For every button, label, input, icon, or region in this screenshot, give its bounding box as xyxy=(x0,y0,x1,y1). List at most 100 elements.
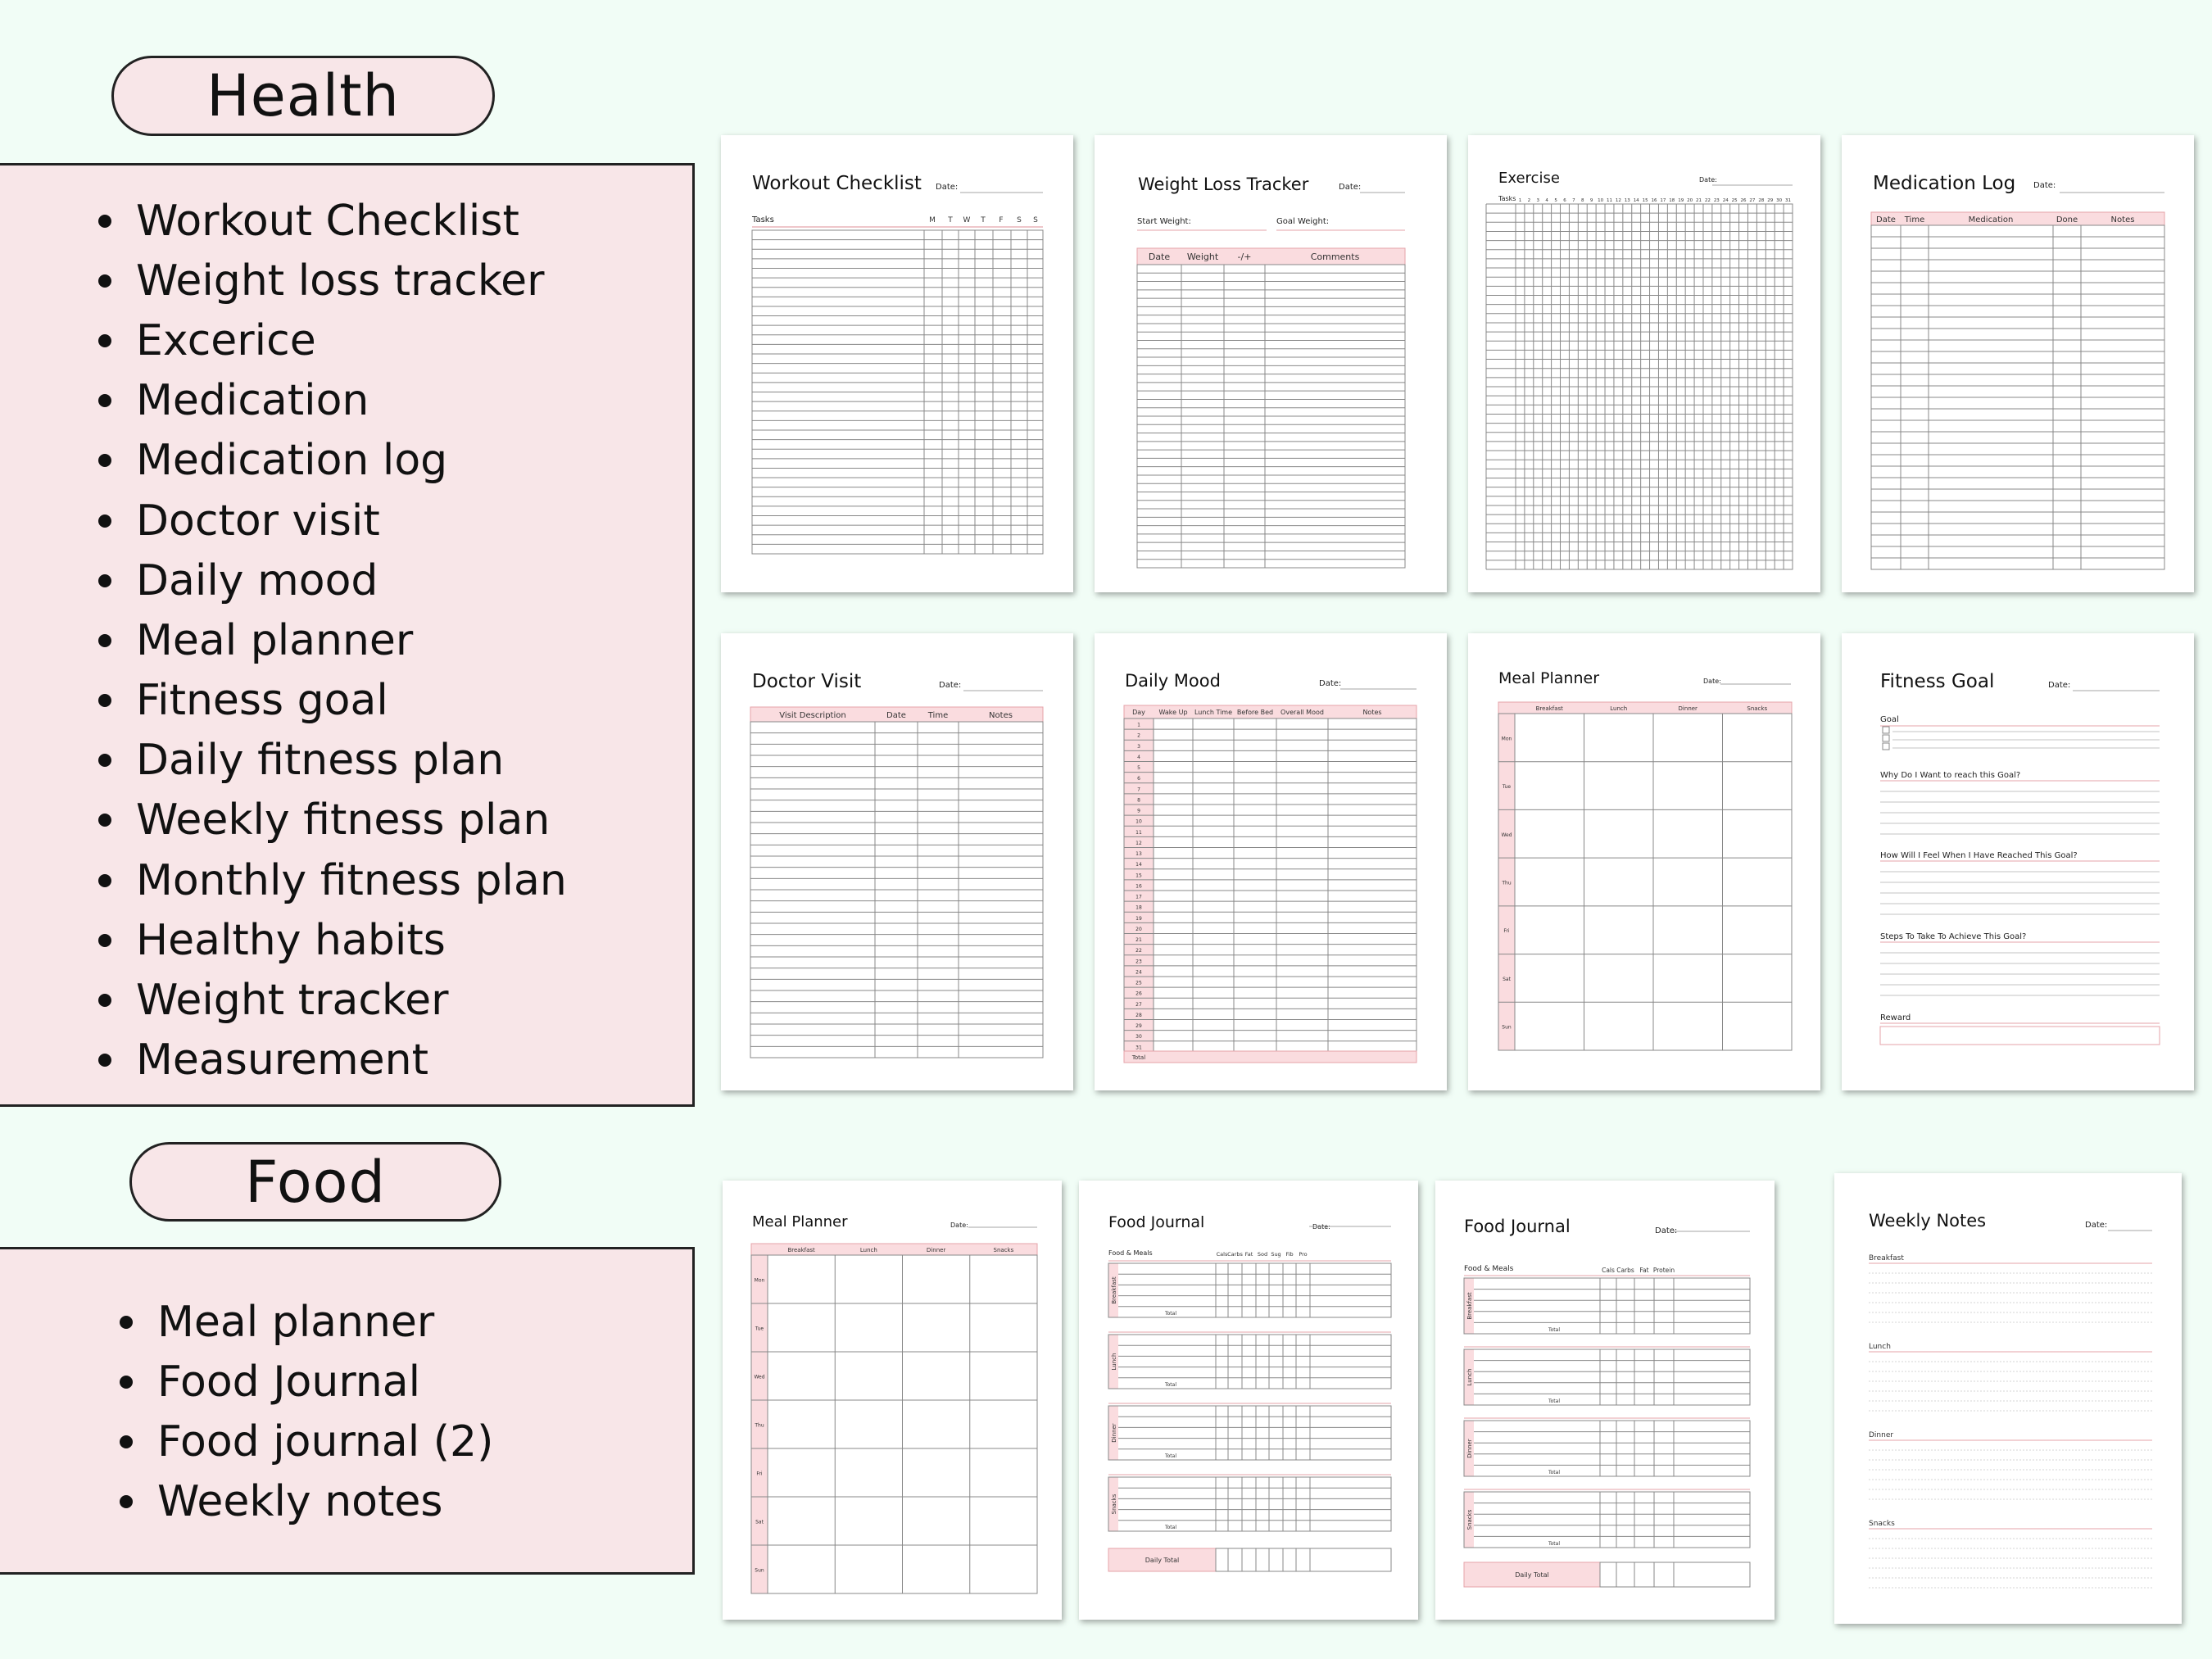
cell xyxy=(1599,1562,1751,1588)
cell xyxy=(1463,1420,1751,1477)
list-item-label: Excerice xyxy=(136,315,316,365)
workout-checklist-page: Workout Checklist Date: Tasks M T W T F S S xyxy=(721,135,1073,592)
day-number: 29 xyxy=(1135,1023,1142,1029)
list-item-label: Meal planner xyxy=(136,615,414,665)
section-label: Dinner xyxy=(1869,1431,1893,1439)
page-title: Food Journal xyxy=(1464,1217,1571,1236)
column-header: Weight xyxy=(1187,252,1219,262)
list-item-label: Food Journal xyxy=(157,1357,421,1407)
tick-label: 12 xyxy=(1616,198,1621,203)
column-header: Carbs xyxy=(1227,1251,1243,1258)
total-label: Total xyxy=(1548,1470,1560,1475)
total-label: Total xyxy=(1131,1054,1145,1061)
tick-label: 31 xyxy=(1785,198,1791,203)
column-header: Time xyxy=(1904,215,1924,224)
day-label: Wed xyxy=(754,1375,764,1380)
bullet-icon xyxy=(98,933,111,947)
tasks-label: Tasks xyxy=(752,215,774,224)
goal-label: Goal xyxy=(1880,715,1899,724)
day-number: 12 xyxy=(1135,841,1142,846)
cell xyxy=(1498,714,1515,1050)
cell xyxy=(1882,734,1890,742)
food-heading-text: Food xyxy=(245,1148,386,1216)
page-title: Fitness Goal xyxy=(1880,671,1995,692)
tick-label: 6 xyxy=(1563,198,1566,203)
tick-label: 21 xyxy=(1696,198,1702,203)
day-number: 3 xyxy=(1137,744,1140,750)
day-number: 1 xyxy=(1137,723,1140,728)
list-item: Weight loss tracker xyxy=(98,251,692,310)
column-header: Date xyxy=(1149,252,1171,262)
section-label: Lunch xyxy=(1111,1353,1117,1371)
cell xyxy=(1464,1421,1474,1476)
column-header: Lunch xyxy=(1610,705,1627,712)
cell xyxy=(1108,1335,1118,1389)
tick-label: 9 xyxy=(1590,198,1593,203)
weight-loss-tracker-page: Weight Loss Tracker Date: Start Weight: … xyxy=(1095,135,1447,592)
cell xyxy=(1882,726,1890,734)
tick-label: 15 xyxy=(1643,198,1648,203)
exercise-page: Exercise Date: Tasks 1 2 3 4 5 6 7 8 9 10 11 12 13 14… xyxy=(1468,135,1820,592)
cell xyxy=(1463,1277,1751,1335)
date-label: Date: xyxy=(939,681,962,690)
total-label: Total xyxy=(1164,1311,1176,1317)
tick-label: 2 xyxy=(1528,198,1531,203)
day-label: Sat xyxy=(1503,977,1511,982)
food-list: Meal planner Food Journal Food journal (2)… xyxy=(120,1292,692,1531)
day-number: 16 xyxy=(1135,883,1142,889)
list-item-label: Daily fitness plan xyxy=(136,736,505,786)
list-item: Workout Checklist xyxy=(98,191,692,251)
column-header: Lunch xyxy=(860,1247,877,1253)
column-header: Dinner xyxy=(927,1247,946,1253)
tick-label: 8 xyxy=(1581,198,1584,203)
list-item-label: Healthy habits xyxy=(136,915,446,965)
tick-label: 22 xyxy=(1705,198,1711,203)
list-item: Medication xyxy=(98,371,692,431)
tick-label: 5 xyxy=(1554,198,1557,203)
cell xyxy=(1882,742,1890,750)
section-label: Dinner xyxy=(1466,1439,1473,1458)
list-item: Meal planner xyxy=(120,1292,692,1352)
column-header: Overall Mood xyxy=(1281,709,1324,716)
list-item-label: Workout Checklist xyxy=(136,196,519,246)
list-item: Measurement xyxy=(98,1031,692,1090)
section-label: Snacks xyxy=(1869,1520,1895,1528)
list-item: Excerice xyxy=(98,310,692,370)
tick-label: 13 xyxy=(1625,198,1630,203)
day-label: F xyxy=(999,216,1003,224)
date-label: Date: xyxy=(2048,681,2071,690)
bullet-icon xyxy=(98,274,111,288)
bullet-icon xyxy=(98,333,111,347)
start-weight-label: Start Weight: xyxy=(1137,217,1191,226)
food-heading: Food xyxy=(129,1142,501,1222)
column-header: Done xyxy=(2056,215,2078,224)
column-header: -/+ xyxy=(1238,252,1252,262)
list-item: Weekly notes xyxy=(120,1471,692,1531)
column-header: Carbs xyxy=(1616,1267,1634,1274)
day-label: S xyxy=(1017,216,1022,224)
day-number: 2 xyxy=(1137,733,1140,739)
cell xyxy=(1464,1278,1474,1334)
day-label: S xyxy=(1033,216,1038,224)
list-item-label: Medication xyxy=(136,376,369,426)
column-header: Cals xyxy=(1602,1267,1615,1274)
list-item-label: Weekly notes xyxy=(157,1476,443,1526)
how-feel-label: How Will I Feel When I Have Reached This… xyxy=(1880,851,2078,860)
food-journal-page-2: Food Journal Date: Food & Meals Cals Carb… xyxy=(1435,1181,1775,1620)
column-header: Medication xyxy=(1969,215,2014,224)
section-label: Breakfast xyxy=(1466,1292,1473,1320)
day-number: 11 xyxy=(1135,830,1142,836)
column-header: Fat xyxy=(1639,1267,1648,1274)
tick-label: 7 xyxy=(1572,198,1575,203)
total-label: Total xyxy=(1164,1453,1176,1459)
day-label: Fri xyxy=(756,1471,762,1477)
list-item-label: Medication log xyxy=(136,436,448,486)
health-heading-text: Health xyxy=(206,62,400,129)
day-number: 18 xyxy=(1135,905,1142,911)
day-label: Mon xyxy=(1502,736,1512,741)
list-item: Fitness goal xyxy=(98,671,692,731)
tick-label: 28 xyxy=(1758,198,1764,203)
list-item: Weekly fitness plan xyxy=(98,791,692,850)
cell xyxy=(1215,1548,1392,1572)
column-header: Notes xyxy=(1362,709,1381,716)
